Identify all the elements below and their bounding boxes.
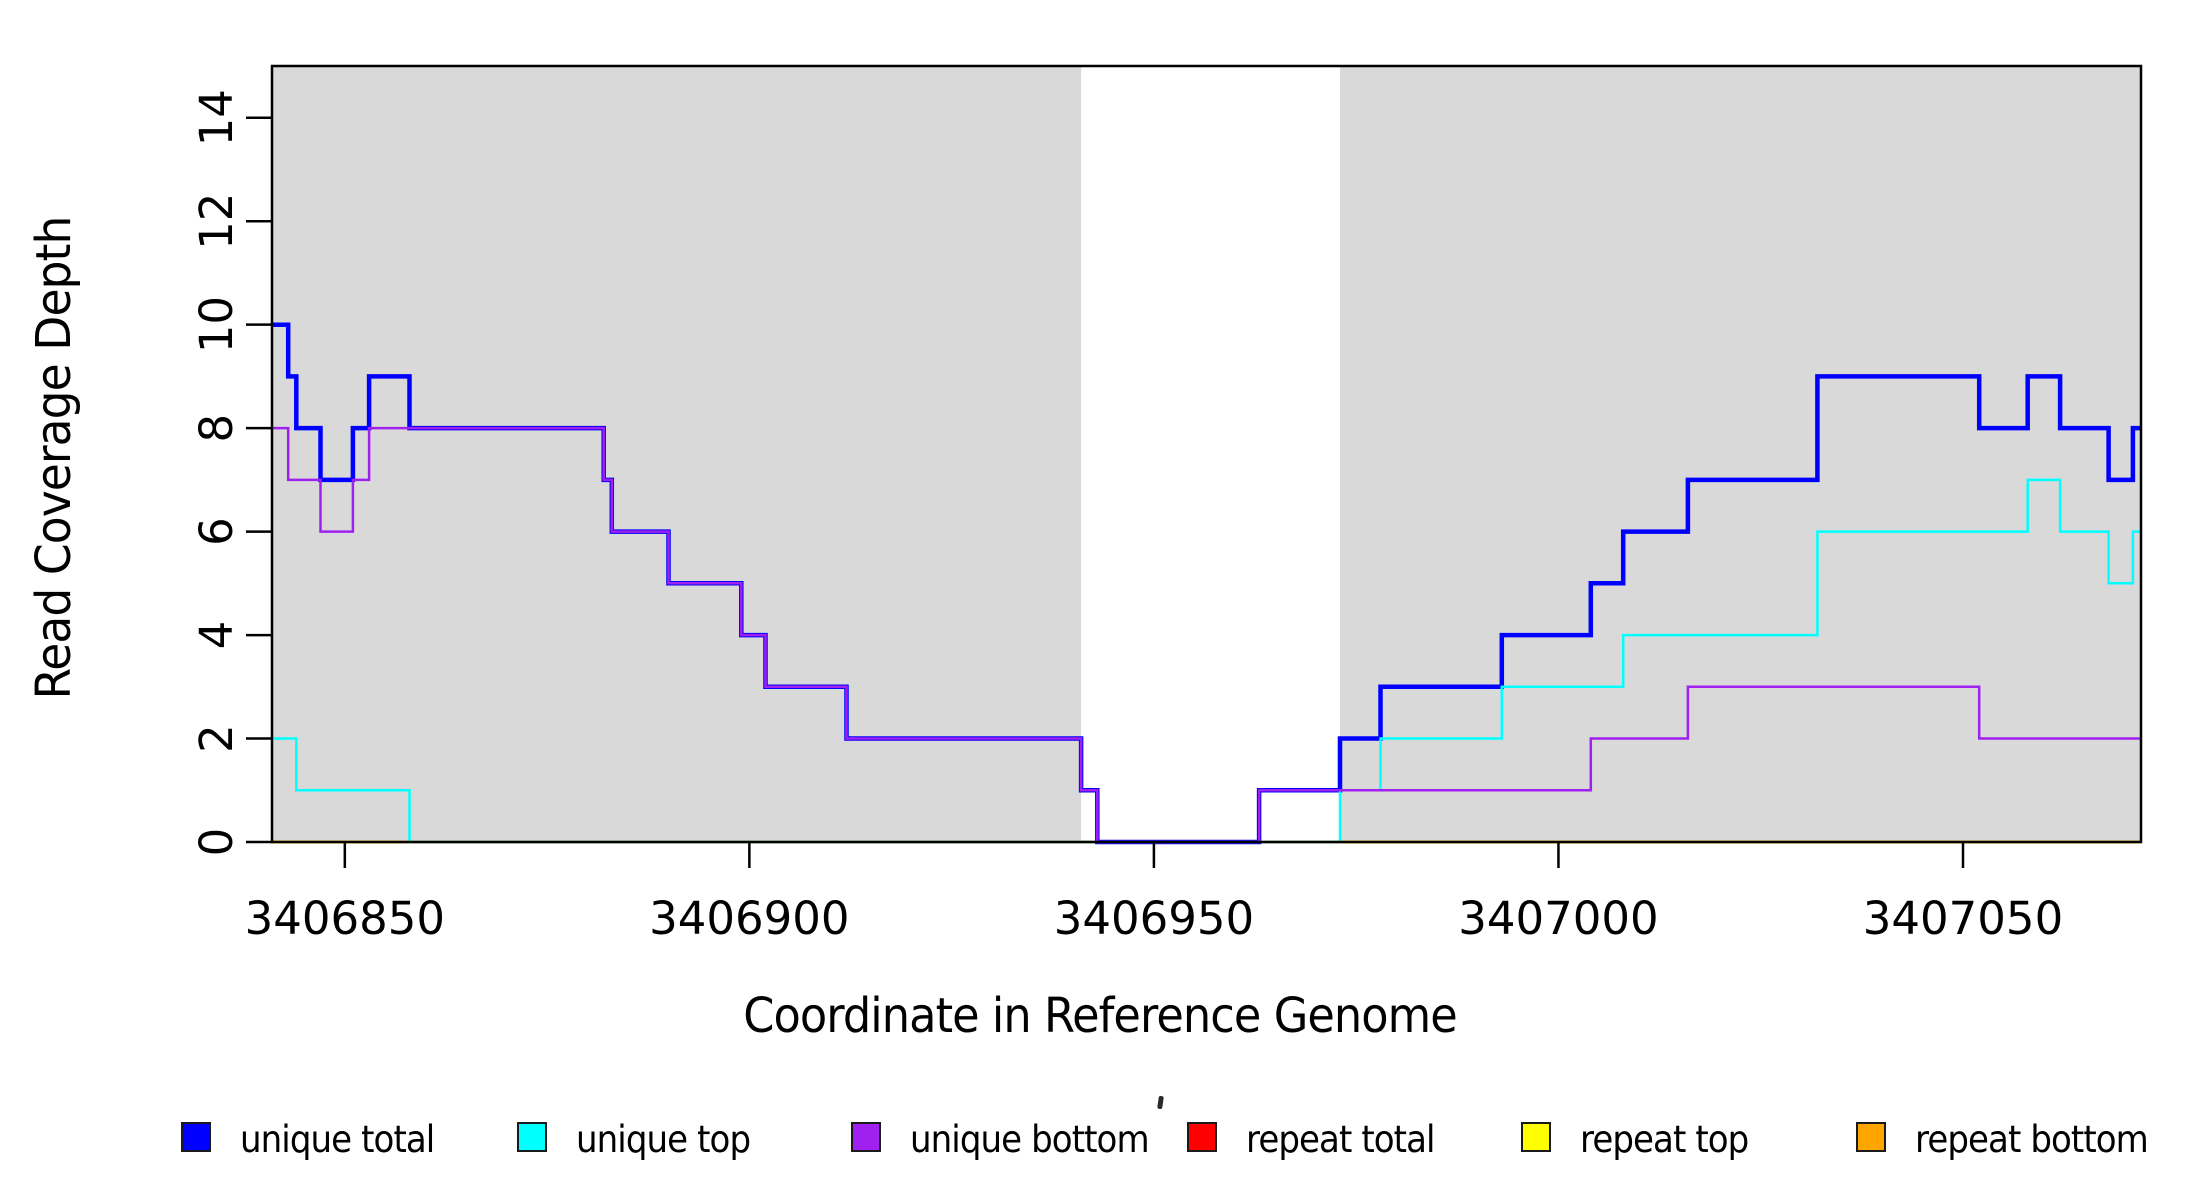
highlight-region-1 bbox=[1340, 66, 2141, 842]
y-tick-label-0: 0 bbox=[190, 828, 243, 857]
legend-label-repeat-bottom: repeat bottom bbox=[1915, 1118, 2149, 1161]
x-tick-label-3406950: 3406950 bbox=[1054, 892, 1254, 945]
legend-label-unique-top: unique top bbox=[576, 1118, 751, 1161]
legend-label-repeat-total: repeat total bbox=[1246, 1118, 1435, 1161]
legend-swatch-repeat-top bbox=[1521, 1122, 1551, 1152]
series-line-unique-top bbox=[272, 478, 2141, 844]
legend-label-unique-total: unique total bbox=[240, 1118, 435, 1161]
plot-box bbox=[270, 64, 2143, 844]
y-tick-label-12: 12 bbox=[190, 193, 243, 250]
y-tick-label-4: 4 bbox=[190, 621, 243, 650]
y-tick-label-8: 8 bbox=[190, 414, 243, 443]
y-tick-label-14: 14 bbox=[190, 89, 243, 146]
legend-swatch-repeat-bottom bbox=[1856, 1122, 1886, 1152]
x-tick-label-3407050: 3407050 bbox=[1863, 892, 2063, 945]
x-tick-label-3406850: 3406850 bbox=[245, 892, 445, 945]
y-tick-label-6: 6 bbox=[190, 517, 243, 546]
legend-label-unique-bottom: unique bottom bbox=[910, 1118, 1150, 1161]
legend-swatch-repeat-total bbox=[1187, 1122, 1217, 1152]
chart-legend: unique total unique top unique bottom re… bbox=[0, 1118, 2200, 1178]
legend-label-repeat-top: repeat top bbox=[1580, 1118, 1749, 1161]
y-tick-label-2: 2 bbox=[190, 724, 243, 753]
legend-swatch-unique-total bbox=[181, 1122, 211, 1152]
x-tick-label-3407000: 3407000 bbox=[1458, 892, 1658, 945]
legend-swatch-unique-top bbox=[517, 1122, 547, 1152]
x-axis-title: Coordinate in Reference Genome bbox=[743, 988, 1457, 1044]
y-tick-label-10: 10 bbox=[190, 296, 243, 353]
y-axis-title: Read Coverage Depth bbox=[26, 216, 82, 700]
highlight-region-0 bbox=[272, 66, 1082, 842]
legend-swatch-unique-bottom bbox=[851, 1122, 881, 1152]
series-line-unique-bottom bbox=[272, 426, 2141, 844]
x-tick-label-3406900: 3406900 bbox=[649, 892, 849, 945]
